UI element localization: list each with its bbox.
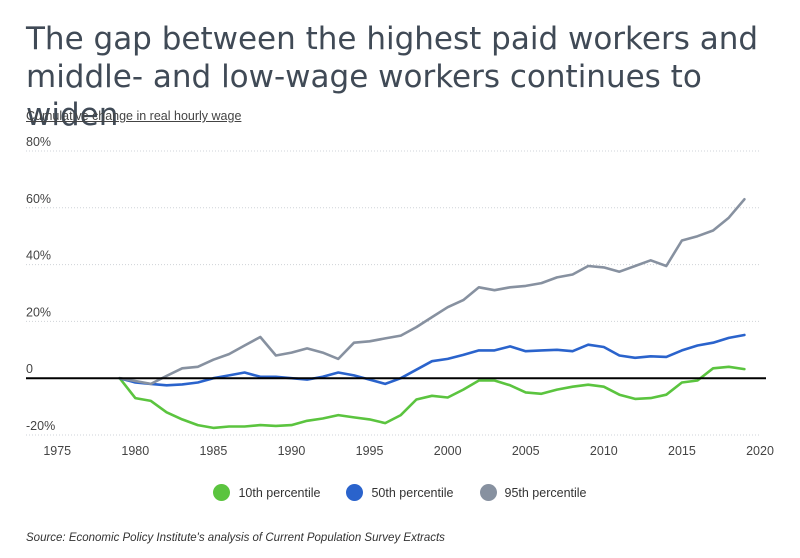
series-line-95th-percentile <box>118 198 746 386</box>
legend-swatch <box>479 484 497 501</box>
y-axis-label: Cumulative change in real hourly wage <box>26 109 242 123</box>
legend-label: 95th percentile <box>504 485 587 500</box>
legend-label: 50th percentile <box>371 485 454 500</box>
x-tick-label: 1980 <box>121 444 149 458</box>
y-tick-label: -20% <box>26 419 55 433</box>
y-tick-label: 0 <box>26 362 33 376</box>
x-tick-label: 1990 <box>278 444 306 458</box>
series-line-50th-percentile <box>118 333 746 387</box>
x-tick-label: 2010 <box>590 444 618 458</box>
x-tick-label: 2005 <box>512 444 540 458</box>
chart-title: The gap between the highest paid workers… <box>26 21 759 133</box>
y-tick-label: 80% <box>26 135 51 149</box>
x-tick-label: 2015 <box>668 444 696 458</box>
legend-item: 95th percentile <box>479 484 587 501</box>
x-tick-label: 2000 <box>434 444 462 458</box>
legend-item: 50th percentile <box>346 484 454 501</box>
x-tick-label: 1975 <box>43 444 71 458</box>
legend-swatch <box>213 484 231 501</box>
line-chart: -20% 0 20% 40% 60% 80% 1975 1980 1985 1990 1995 200… <box>26 135 774 458</box>
x-tick-label: 1985 <box>199 444 227 458</box>
y-tick-label: 60% <box>26 192 51 206</box>
series-line-10th-percentile <box>118 365 746 430</box>
x-tick-label: 2020 <box>746 444 774 458</box>
legend-item: 10th percentile <box>213 484 320 501</box>
y-tick-label: 20% <box>26 305 51 319</box>
legend-label: 10th percentile <box>238 485 321 500</box>
y-tick-label: 40% <box>26 249 51 263</box>
source-note: Source: Economic Policy Institute's anal… <box>26 532 445 544</box>
legend-swatch <box>346 484 364 501</box>
x-tick-label: 1995 <box>356 444 384 458</box>
chart-legend: 10th percentile 50th percentile 95th perce… <box>0 484 800 501</box>
